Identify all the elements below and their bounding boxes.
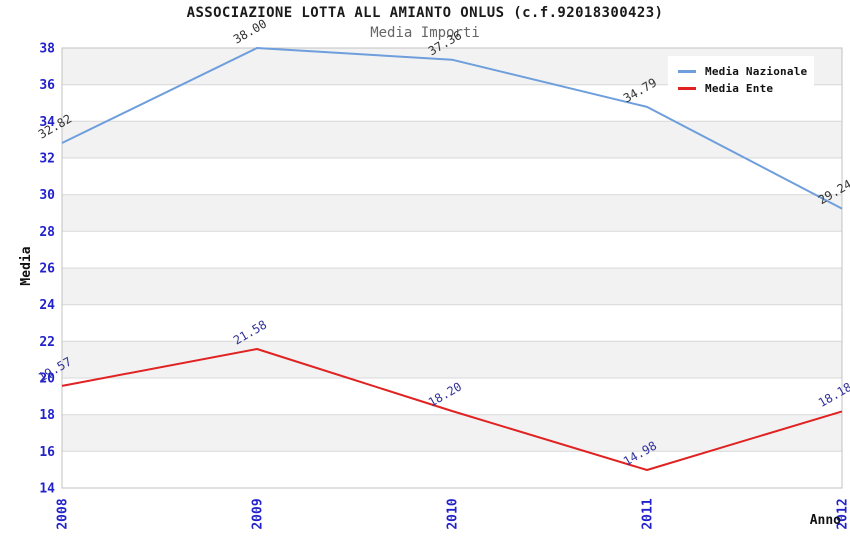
chart-subtitle: Media Importi bbox=[370, 25, 480, 41]
legend-item-media-ente: Media Ente bbox=[678, 80, 806, 97]
grid-band bbox=[62, 231, 842, 268]
data-point-label: 38.00 bbox=[231, 16, 269, 46]
grid-band bbox=[62, 158, 842, 195]
grid-band bbox=[62, 194, 842, 232]
legend-swatch-nazionale-icon bbox=[678, 70, 696, 73]
grid-band bbox=[62, 378, 842, 415]
y-tick-label: 18 bbox=[39, 408, 55, 423]
series-line-media-ente bbox=[61, 348, 843, 471]
x-tick-label: 2011 bbox=[641, 498, 656, 529]
grid-band bbox=[62, 121, 842, 158]
y-tick-label: 14 bbox=[39, 482, 55, 497]
grid-band bbox=[62, 268, 842, 305]
x-tick-label: 2010 bbox=[446, 498, 461, 529]
y-tick-label: 22 bbox=[39, 335, 55, 350]
chart-title: ASSOCIAZIONE LOTTA ALL AMIANTO ONLUS (c.… bbox=[186, 5, 664, 21]
y-axis-title: Media bbox=[19, 246, 34, 285]
y-tick-label: 36 bbox=[39, 78, 55, 93]
legend-item-media-nazionale: Media Nazionale bbox=[678, 63, 808, 80]
x-tick-label: 2008 bbox=[56, 498, 71, 529]
legend-swatch-ente-icon bbox=[678, 87, 696, 90]
y-tick-label: 28 bbox=[39, 225, 55, 240]
y-tick-label: 30 bbox=[39, 188, 55, 203]
grid-band bbox=[62, 414, 842, 452]
legend: Media Nazionale Media Ente bbox=[668, 56, 814, 103]
y-tick-label: 32 bbox=[39, 152, 55, 167]
x-axis-title: Anno bbox=[810, 513, 841, 528]
y-tick-label: 26 bbox=[39, 262, 55, 277]
x-tick-label: 2012 bbox=[836, 498, 850, 529]
x-tick-label: 2009 bbox=[251, 498, 266, 529]
legend-label-nazionale: Media Nazionale bbox=[705, 65, 808, 78]
plot-border bbox=[61, 47, 843, 489]
grid-band bbox=[62, 341, 842, 378]
y-tick-label: 24 bbox=[39, 298, 55, 313]
y-tick-label: 34 bbox=[39, 115, 55, 130]
y-tick-label: 16 bbox=[39, 445, 55, 460]
series-line-media-nazionale bbox=[61, 47, 843, 210]
legend-label-ente: Media Ente bbox=[705, 82, 774, 95]
y-tick-label: 20 bbox=[39, 372, 55, 387]
grid-band bbox=[62, 304, 842, 342]
grid-band bbox=[62, 451, 842, 488]
y-tick-label: 38 bbox=[39, 42, 55, 57]
